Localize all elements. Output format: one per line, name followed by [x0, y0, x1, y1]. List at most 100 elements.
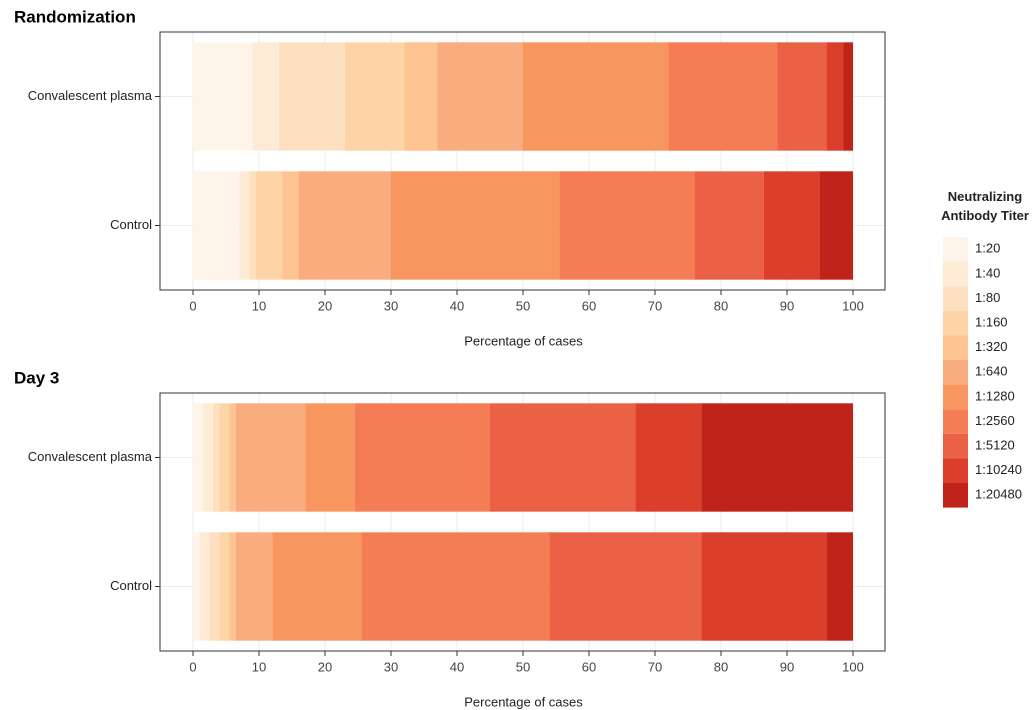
bar-segment [344, 42, 405, 151]
legend-swatch [943, 483, 968, 508]
bar-segment [249, 171, 256, 280]
bar-segment [635, 403, 702, 512]
bar-segment [826, 532, 853, 641]
bar-segment [219, 532, 230, 641]
bar-segment [490, 403, 636, 512]
x-tick-label: 10 [252, 298, 266, 313]
bar-segment [255, 171, 283, 280]
plot-border [159, 31, 886, 291]
bar-segment [437, 42, 523, 151]
x-tick-label: 20 [318, 298, 332, 313]
legend-swatch [943, 409, 968, 434]
x-tick-label: 40 [450, 298, 464, 313]
x-tick-label: 100 [842, 298, 864, 313]
bar-segment [193, 403, 203, 512]
bar-segment [212, 403, 220, 512]
x-tick-label: 90 [780, 298, 794, 313]
legend-label: 1:2560 [975, 413, 1015, 428]
legend-label: 1:20 [975, 241, 1000, 256]
legend-swatch [943, 237, 968, 262]
bar-segment [202, 403, 213, 512]
legend-swatch [943, 261, 968, 287]
bar-segment [361, 532, 550, 641]
y-tick-label: Convalescent plasma [28, 88, 153, 103]
x-tick-label: 30 [384, 298, 398, 313]
bar-segment [235, 403, 306, 512]
bar-segment [229, 532, 236, 641]
panel-title: Day 3 [14, 368, 59, 387]
legend-label: 1:160 [975, 315, 1008, 330]
bar-segment [219, 403, 230, 512]
y-tick-label: Control [110, 217, 152, 232]
bar-segment [298, 171, 391, 280]
bar-segment [559, 171, 695, 280]
bar-segment [199, 532, 210, 641]
bar-segment [701, 532, 827, 641]
x-tick-label: 80 [714, 298, 728, 313]
x-tick-label: 70 [648, 298, 662, 313]
bar-segment [209, 532, 220, 641]
bar-segment [239, 171, 250, 280]
bar-segment [354, 403, 490, 512]
bar-segment [252, 42, 279, 151]
bar-segment [668, 42, 778, 151]
bar-segment [549, 532, 702, 641]
legend-swatch [943, 458, 968, 483]
x-tick-label: 20 [318, 659, 332, 674]
legend-swatch [943, 286, 968, 311]
bar-segment [282, 171, 299, 280]
x-axis-title: Percentage of cases [464, 333, 583, 348]
bar-segment [391, 171, 560, 280]
bar-segment [193, 532, 200, 641]
bar-segment [229, 403, 236, 512]
bar-segment [777, 42, 827, 151]
bar-segment [826, 42, 844, 151]
x-tick-label: 0 [189, 298, 196, 313]
legend-label: 1:20480 [975, 487, 1022, 502]
legend-label: 1:640 [975, 364, 1008, 379]
x-tick-label: 70 [648, 659, 662, 674]
bar-segment [843, 42, 853, 151]
legend-swatch [943, 360, 968, 385]
bar-segment [305, 403, 355, 512]
x-tick-label: 50 [516, 298, 530, 313]
plot-border [159, 392, 886, 652]
bar-segment [820, 171, 853, 280]
legend-title-line: Antibody Titer [941, 208, 1029, 223]
legend-label: 1:5120 [975, 438, 1015, 453]
legend-label: 1:40 [975, 265, 1000, 280]
panel-title: Randomization [14, 7, 136, 26]
x-tick-label: 80 [714, 659, 728, 674]
legend-label: 1:320 [975, 339, 1008, 354]
x-tick-label: 0 [189, 659, 196, 674]
legend-swatch [943, 335, 968, 360]
legend-label: 1:1280 [975, 388, 1015, 403]
bar-segment [235, 532, 273, 641]
bar-segment [278, 42, 345, 151]
x-tick-label: 60 [582, 298, 596, 313]
legend-title-line: Neutralizing [948, 189, 1022, 204]
x-axis-title: Percentage of cases [464, 694, 583, 709]
legend-label: 1:80 [975, 290, 1000, 305]
bar-segment [272, 532, 362, 641]
y-tick-label: Control [110, 578, 152, 593]
bar-segment [763, 171, 820, 280]
legend-swatch [943, 310, 968, 336]
legend-swatch [943, 384, 968, 410]
legend-title: Neutralizing Antibody Titer [941, 189, 1029, 223]
bar-segment [193, 171, 240, 280]
x-tick-label: 90 [780, 659, 794, 674]
x-tick-label: 100 [842, 659, 864, 674]
x-tick-label: 50 [516, 659, 530, 674]
bar-segment [694, 171, 764, 280]
x-tick-label: 60 [582, 659, 596, 674]
legend-swatch [943, 433, 968, 459]
x-tick-label: 40 [450, 659, 464, 674]
bar-segment [193, 42, 253, 151]
y-tick-label: Convalescent plasma [28, 449, 153, 464]
bar-segment [404, 42, 438, 151]
x-tick-label: 10 [252, 659, 266, 674]
bar-segment [523, 42, 669, 151]
legend-label: 1:10240 [975, 462, 1022, 477]
